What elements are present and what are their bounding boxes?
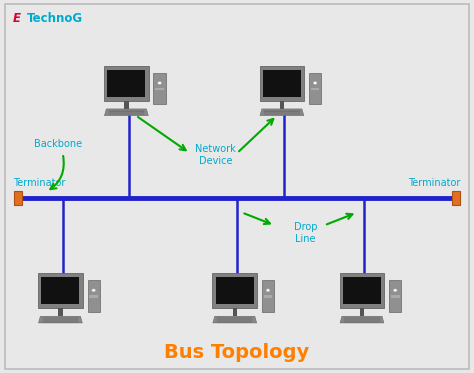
Bar [360,308,364,316]
Bar [155,88,164,90]
Bar [343,277,381,304]
FancyBboxPatch shape [104,66,149,101]
FancyBboxPatch shape [339,273,384,308]
FancyBboxPatch shape [309,73,321,104]
Circle shape [266,289,270,292]
FancyBboxPatch shape [212,273,257,308]
Polygon shape [104,109,148,116]
Text: TechnoG: TechnoG [27,12,83,25]
Bar [89,295,98,298]
FancyBboxPatch shape [38,273,83,308]
Polygon shape [38,316,82,323]
FancyBboxPatch shape [88,280,100,312]
Circle shape [158,82,162,85]
Bar [263,69,301,97]
Polygon shape [340,316,384,323]
Bar [41,277,80,304]
FancyBboxPatch shape [154,73,166,104]
Bar [280,101,284,109]
Circle shape [313,82,317,85]
Text: Drop
Line: Drop Line [293,222,317,244]
FancyBboxPatch shape [262,280,274,312]
Bar [452,191,460,205]
Text: Terminator: Terminator [13,178,65,188]
Text: Terminator: Terminator [409,178,461,188]
Bar [233,308,237,316]
Polygon shape [213,316,257,323]
FancyBboxPatch shape [259,66,304,101]
Bar [58,308,63,316]
Bar [391,295,400,298]
Bar [264,295,272,298]
FancyBboxPatch shape [389,280,401,312]
Circle shape [92,289,96,292]
Polygon shape [260,109,304,116]
Text: Backbone: Backbone [34,140,82,150]
Bar [14,191,22,205]
Text: Bus Topology: Bus Topology [164,344,310,362]
Bar [216,277,254,304]
Text: E: E [13,12,21,25]
Bar [124,101,128,109]
Bar [107,69,146,97]
Bar [311,88,319,90]
Text: Network
Device: Network Device [195,144,236,166]
Circle shape [393,289,397,292]
